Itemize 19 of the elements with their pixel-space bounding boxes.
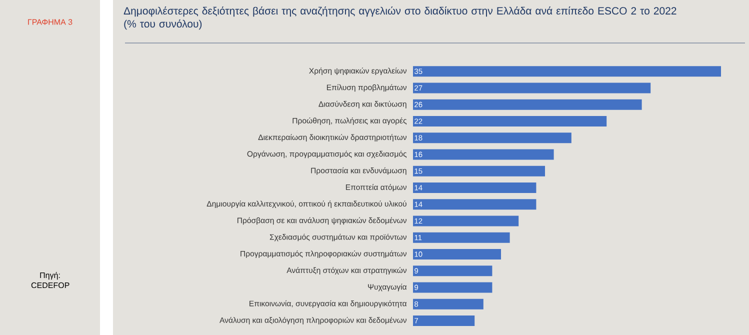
- bar: [413, 116, 607, 126]
- text: ΓΡΑΦΗΜΑ 3: [28, 19, 72, 25]
- bar: [413, 266, 492, 276]
- text: Πηγή: CEDEFOP: [31, 272, 70, 288]
- bar: [413, 315, 475, 326]
- bar: [413, 182, 536, 193]
- bar: [413, 232, 510, 243]
- bar: [413, 282, 492, 293]
- bar: [413, 216, 519, 226]
- bar: [413, 99, 642, 110]
- bar: [413, 199, 536, 210]
- bar: [413, 82, 651, 94]
- bar: [413, 166, 546, 176]
- chart-title: Δημοφιλέστερες δεξιότητες βάσει της αναζήτησης αγγελιών στο διαδίκτυο στην Ελλάδα ανά επίπεδο ESCO 2 το 2022 (% του συνόλου): [124, 6, 676, 30]
- bar: [413, 66, 721, 77]
- bar: [413, 298, 484, 310]
- bar: [413, 149, 554, 160]
- bar: [413, 132, 572, 144]
- bar: [413, 248, 502, 260]
